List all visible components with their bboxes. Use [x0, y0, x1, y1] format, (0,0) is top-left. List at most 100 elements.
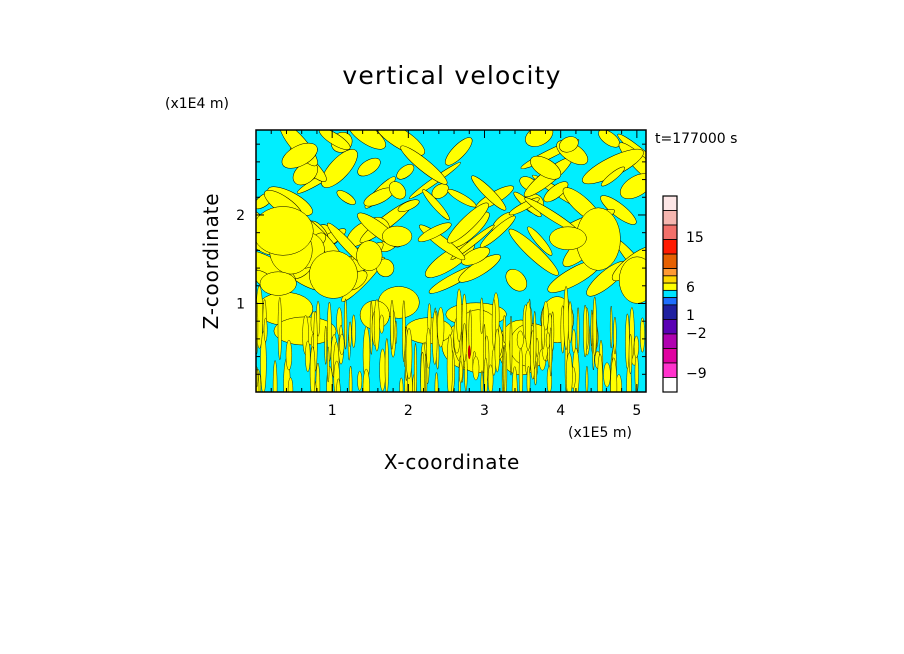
field-cell	[399, 377, 404, 392]
field-cell	[309, 250, 358, 299]
x-tick-labels: 1 2 3 4 5	[328, 403, 642, 419]
field-cell	[379, 314, 385, 334]
x-unit-label: (x1E5 m)	[568, 425, 632, 441]
field-cell	[379, 348, 386, 392]
colorbar-swatch	[662, 297, 678, 306]
field-cell	[447, 189, 477, 208]
field-cell	[305, 340, 311, 372]
field-cell	[447, 202, 489, 244]
colorbar-swatch	[662, 210, 678, 226]
axis-ticks	[256, 130, 646, 392]
colorbar-swatch	[662, 362, 678, 378]
field-cell	[628, 334, 633, 375]
field-cell	[339, 333, 345, 355]
field-cell	[625, 313, 630, 369]
field-cell	[527, 226, 553, 256]
field-cell	[458, 361, 463, 384]
colorbar-swatch	[662, 275, 678, 284]
field-cell	[390, 299, 394, 350]
field-cell	[525, 301, 532, 350]
field-cell	[400, 145, 448, 185]
extreme-updraft	[467, 345, 471, 360]
field-cell	[434, 372, 439, 392]
field-cell	[324, 325, 328, 365]
colorbar-labels: 15 6 1 −2 −9	[686, 230, 707, 382]
field-cell	[260, 331, 267, 392]
field-cell	[432, 310, 438, 365]
y-tick-label: 1	[236, 296, 245, 312]
field-cell	[277, 297, 282, 361]
time-label: t=177000 s	[655, 131, 737, 147]
x-tick-label: 2	[404, 403, 413, 419]
field-cell	[601, 166, 625, 187]
field-cell	[420, 351, 425, 392]
heatmap-field	[256, 130, 646, 392]
y-axis-label: Z-coordinate	[199, 193, 223, 330]
field-cell	[508, 228, 559, 276]
field-cell	[321, 149, 358, 188]
colorbar-label: 6	[686, 280, 695, 296]
field-cell	[382, 225, 413, 247]
x-tick-label: 1	[328, 403, 337, 419]
field-cell	[287, 377, 294, 392]
field-cell	[472, 356, 480, 381]
chart-title: vertical velocity	[342, 61, 561, 90]
field-cell	[613, 316, 617, 355]
field-cell	[518, 346, 523, 392]
field-cell	[483, 357, 488, 392]
field-cell	[576, 307, 580, 354]
field-cell	[571, 329, 576, 353]
field-cell	[402, 300, 406, 363]
field-cell	[592, 296, 597, 357]
field-cell	[543, 181, 569, 203]
colorbar-swatch	[662, 348, 678, 364]
field-cell	[610, 357, 618, 392]
y-unit-label: (x1E4 m)	[165, 96, 229, 112]
field-cell	[494, 328, 500, 373]
field-cell	[640, 317, 645, 353]
field-cell	[405, 328, 413, 380]
field-cell	[502, 344, 506, 392]
field-cell	[450, 224, 495, 261]
field-cell	[285, 340, 293, 371]
field-cell	[511, 366, 518, 392]
field-cell	[344, 298, 348, 350]
field-cell	[426, 328, 431, 369]
field-cell	[336, 378, 341, 392]
y-tick-label: 2	[236, 208, 245, 224]
colorbar-swatch	[662, 304, 678, 320]
field-cell	[281, 142, 318, 169]
field-cell	[327, 346, 330, 383]
field-cell	[396, 164, 415, 180]
field-cell	[437, 307, 445, 348]
field-cell	[462, 323, 467, 362]
colorbar-label: −9	[686, 366, 707, 382]
field-cell	[414, 343, 417, 392]
field-cell	[397, 199, 420, 212]
field-cell	[446, 334, 453, 392]
field-cell	[259, 271, 297, 296]
field-cell	[533, 310, 537, 369]
colorbar-swatch	[662, 195, 678, 211]
field-cell	[357, 370, 363, 391]
colorbar-swatch	[662, 224, 678, 240]
field-cell	[422, 189, 450, 221]
field-cell	[444, 137, 473, 166]
positive-velocity-cells	[256, 130, 646, 392]
x-tick-label: 3	[480, 403, 489, 419]
field-cell	[551, 311, 555, 351]
y-tick-labels: 12	[236, 208, 245, 313]
field-cell	[351, 314, 356, 348]
colorbar	[662, 195, 678, 393]
field-cell	[530, 155, 562, 180]
field-cell	[618, 256, 646, 304]
colorbar-swatch	[662, 268, 678, 277]
field-cell	[479, 297, 484, 334]
field-cell	[559, 136, 579, 153]
field-cell	[456, 288, 462, 342]
field-cell	[357, 157, 381, 177]
field-cell	[336, 190, 356, 205]
x-tick-label: 4	[556, 403, 565, 419]
field-cell	[318, 130, 351, 150]
field-cell	[309, 346, 316, 392]
